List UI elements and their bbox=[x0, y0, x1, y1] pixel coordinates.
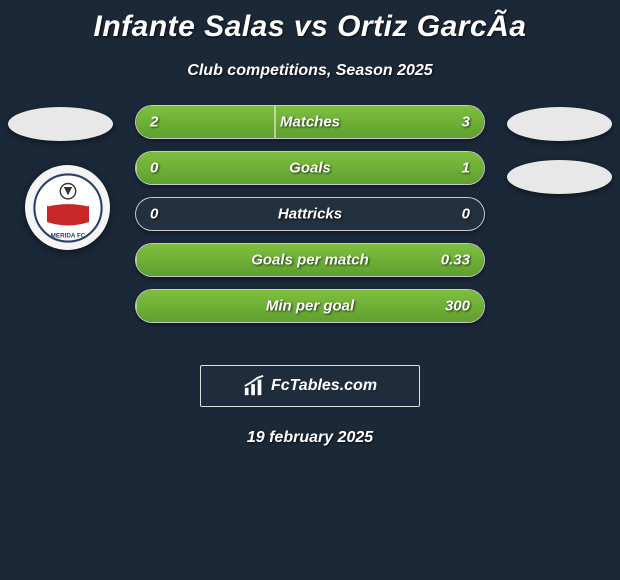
comparison-arena: MERIDA FC 2 Matches 3 0 Goals 1 0 Hattricks 0 Goa… bbox=[0, 115, 620, 345]
stat-value-right: 0 bbox=[462, 206, 470, 223]
stat-label: Hattricks bbox=[278, 206, 342, 223]
stat-bar: 0 Goals 1 bbox=[135, 151, 485, 185]
stat-value-left: 0 bbox=[150, 160, 158, 177]
player-left-club-badge: MERIDA FC bbox=[25, 165, 110, 250]
chart-icon bbox=[243, 375, 265, 397]
stat-bar: 2 Matches 3 bbox=[135, 105, 485, 139]
page-title: Infante Salas vs Ortiz GarcÃa bbox=[0, 0, 620, 44]
stat-value-right: 300 bbox=[445, 298, 470, 315]
stat-bar: Goals per match 0.33 bbox=[135, 243, 485, 277]
stat-bar: Min per goal 300 bbox=[135, 289, 485, 323]
player-right-club-placeholder bbox=[507, 160, 612, 194]
brand-attribution[interactable]: FcTables.com bbox=[200, 365, 420, 407]
brand-label: FcTables.com bbox=[271, 377, 377, 395]
stat-label: Matches bbox=[280, 114, 340, 131]
stat-bars-container: 2 Matches 3 0 Goals 1 0 Hattricks 0 Goals per mat… bbox=[135, 105, 485, 323]
stat-bar: 0 Hattricks 0 bbox=[135, 197, 485, 231]
stat-label: Goals per match bbox=[251, 252, 369, 269]
player-left-avatar-placeholder bbox=[8, 107, 113, 141]
stat-value-left: 0 bbox=[150, 206, 158, 223]
stat-value-right: 3 bbox=[462, 114, 470, 131]
page-subtitle: Club competitions, Season 2025 bbox=[0, 62, 620, 80]
stat-value-right: 1 bbox=[462, 160, 470, 177]
stat-value-left: 2 bbox=[150, 114, 158, 131]
player-right-avatar-placeholder bbox=[507, 107, 612, 141]
stat-label: Goals bbox=[289, 160, 331, 177]
comparison-date: 19 february 2025 bbox=[0, 429, 620, 447]
svg-text:MERIDA FC: MERIDA FC bbox=[50, 232, 85, 239]
club-crest-icon: MERIDA FC bbox=[33, 173, 103, 243]
stat-value-right: 0.33 bbox=[441, 252, 470, 269]
stat-label: Min per goal bbox=[266, 298, 354, 315]
